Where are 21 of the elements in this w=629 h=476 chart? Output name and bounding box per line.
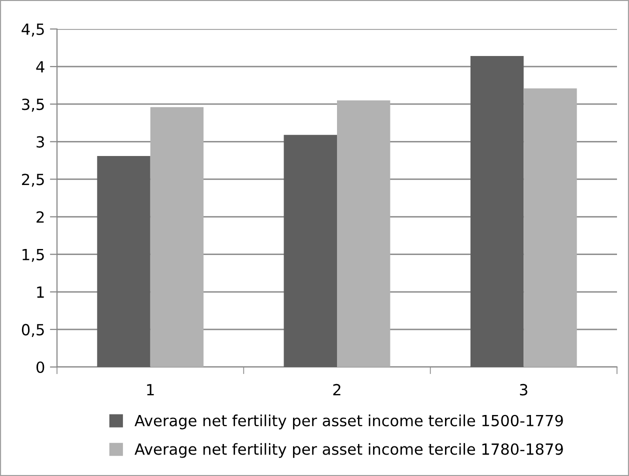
- bar: [150, 107, 204, 367]
- y-tick-label: 3: [36, 136, 44, 148]
- y-tick-label: 1: [37, 286, 44, 298]
- y-tick-label: 4,5: [22, 24, 44, 37]
- y-tick-label: 0: [36, 361, 44, 374]
- legend-label: Average net fertility per asset income tercile 1780-1879: [134, 443, 563, 458]
- y-tick-label: 2,5: [22, 174, 44, 187]
- bar: [524, 88, 577, 367]
- legend-label: Average net fertility per asset income tercile 1500-1779: [134, 414, 563, 430]
- y-tick-label: 0,5: [22, 324, 44, 338]
- x-tick-label: 2: [333, 384, 340, 396]
- bar: [470, 56, 524, 367]
- x-tick-label: 3: [520, 384, 528, 396]
- y-tick-label: 1,5: [22, 249, 44, 262]
- y-tick-label: 3,5: [22, 98, 44, 112]
- bar: [97, 156, 150, 367]
- x-tick-label: 1: [147, 384, 154, 396]
- y-tick-label: 2: [36, 211, 44, 223]
- bar: [337, 100, 390, 367]
- bar: [284, 134, 337, 367]
- y-tick-label: 4: [36, 61, 44, 72]
